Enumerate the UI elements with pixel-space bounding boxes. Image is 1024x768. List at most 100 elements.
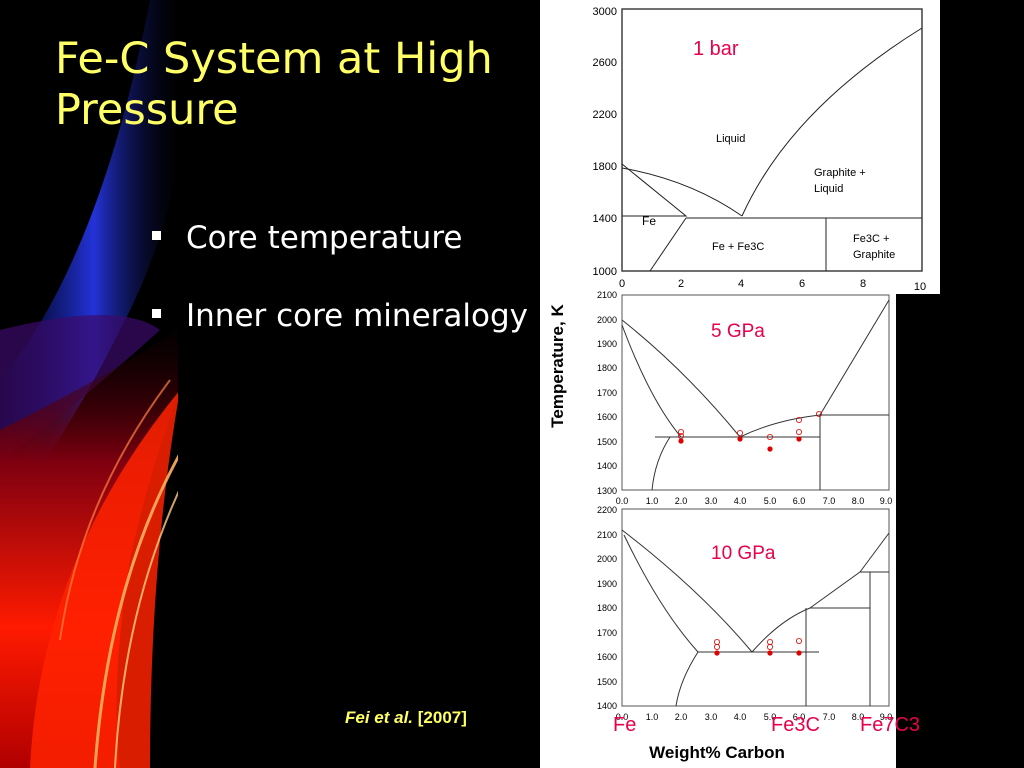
phase-boundary-line <box>621 163 688 217</box>
x-tick-label: 2.0 <box>675 496 688 506</box>
y-tick-label: 1900 <box>597 339 617 349</box>
x-tick-label: 6.0 <box>793 712 806 722</box>
y-tick-label: 2200 <box>593 109 617 121</box>
x-tick-label: 10 <box>914 281 926 293</box>
y-tick-label: 1500 <box>597 677 617 687</box>
x-tick-label: 4.0 <box>734 496 747 506</box>
plot-frame <box>621 294 890 491</box>
data-point-group <box>678 410 823 440</box>
y-tick-label: 1700 <box>597 628 617 638</box>
liquidus-line <box>741 27 923 217</box>
x-tick-label: 2 <box>678 278 684 290</box>
phase-label-fe7c3: Fe7C3 <box>860 714 920 736</box>
x-tick-label: 3.0 <box>705 712 718 722</box>
liquidus-line <box>621 319 741 438</box>
bullet-text: Core temperature <box>186 220 463 256</box>
slide-title: Fe-C System at High Pressure <box>55 34 493 135</box>
y-tick-label: 3000 <box>593 6 617 18</box>
x-tick-label: 5.0 <box>764 496 777 506</box>
liquidus-line <box>819 299 890 416</box>
y-tick-label: 1900 <box>597 579 617 589</box>
x-tick-label: 8.0 <box>852 712 865 722</box>
liquidus-line <box>621 529 753 653</box>
figure-background-left <box>540 0 588 768</box>
citation-year: [2007] <box>417 708 467 727</box>
y-tick-label: 1500 <box>597 437 617 447</box>
y-tick-label: 2000 <box>597 554 617 564</box>
citation-authors: Fei et al. <box>345 708 414 727</box>
data-point-filled <box>714 650 720 656</box>
figure-background-main <box>588 0 940 294</box>
x-tick-label: 7.0 <box>823 712 836 722</box>
x-tick-label: 1.0 <box>646 712 659 722</box>
y-tick-label: 1400 <box>597 701 617 711</box>
solidus-line <box>623 534 699 653</box>
field-label-fe: Fe <box>642 214 656 228</box>
phase-boundary-line <box>621 167 743 217</box>
y-tick-label: 1600 <box>597 412 617 422</box>
y-tick-label: 2200 <box>597 505 617 515</box>
field-label-fe3c-graphite-2: Graphite <box>853 249 895 261</box>
y-tick-label: 1800 <box>593 161 617 173</box>
plot-frame <box>621 8 923 272</box>
y-tick-label: 2100 <box>597 290 617 300</box>
panel-label: 1 bar <box>693 38 739 60</box>
y-tick-label: 2600 <box>593 57 617 69</box>
panel-10gpa: 10 GPa 2200 2100 2000 1900 1800 1700 160… <box>597 505 892 722</box>
y-tick-label: 1800 <box>597 363 617 373</box>
data-point-filled <box>767 650 773 656</box>
panel-5gpa: 5 GPa 2100 2000 1900 1800 1700 1600 1500… <box>597 290 892 506</box>
x-tick-label: 8 <box>860 278 866 290</box>
x-tick-label: 7.0 <box>823 496 836 506</box>
data-point-open <box>678 432 685 439</box>
data-point-open <box>767 433 774 440</box>
phase-label-fe: Fe <box>613 714 636 736</box>
field-label-fe3c-graphite-1: Fe3C + <box>853 233 889 245</box>
x-tick-label: 9.0 <box>880 712 893 722</box>
x-tick-label: 8.0 <box>852 496 865 506</box>
x-tick-label: 4 <box>738 278 744 290</box>
data-point-open <box>737 429 744 436</box>
x-tick-label: 0.0 <box>616 712 629 722</box>
data-point-filled <box>796 650 802 656</box>
data-point-group <box>714 638 803 651</box>
y-tick-label: 1400 <box>593 213 617 225</box>
x-tick-label: 5.0 <box>764 712 777 722</box>
liquidus-line <box>751 607 870 653</box>
phase-boundary-line <box>675 651 699 707</box>
liquidus-line <box>859 532 890 573</box>
y-tick-label: 1700 <box>597 388 617 398</box>
x-tick-label: 4.0 <box>734 712 747 722</box>
field-label-graphite-liquid-1: Graphite + <box>814 167 866 179</box>
panel-label: 5 GPa <box>711 321 765 342</box>
phase-boundary-line <box>651 436 671 491</box>
swoosh-background <box>0 0 220 768</box>
liquidus-line <box>809 571 889 609</box>
x-tick-label: 3.0 <box>705 496 718 506</box>
field-label-liquid: Liquid <box>716 133 745 145</box>
data-point-open <box>796 416 803 423</box>
data-point-filled <box>767 446 773 452</box>
field-label-fe-fe3c: Fe + Fe3C <box>712 241 764 253</box>
y-tick-label: 1300 <box>597 486 617 496</box>
square-bullet-icon <box>152 231 161 240</box>
data-point-open <box>767 639 774 646</box>
x-tick-label: 0.0 <box>616 496 629 506</box>
data-point-open <box>767 644 774 651</box>
data-point-open <box>816 410 823 417</box>
plot-frame <box>621 508 890 707</box>
data-point-open <box>796 428 803 435</box>
panel-1bar: 1 bar 3000 2600 2200 1800 1400 1000 0 2 … <box>593 6 927 293</box>
phase-label-fe3c: Fe3C <box>771 714 820 736</box>
data-point-open <box>796 638 803 645</box>
panel-label: 10 GPa <box>711 543 776 564</box>
data-point-group <box>678 436 802 452</box>
y-axis-label: Temperature, K <box>548 304 567 428</box>
data-point-group <box>714 650 802 656</box>
data-point-open <box>678 428 685 435</box>
y-tick-label: 2000 <box>597 315 617 325</box>
data-point-open <box>714 639 721 646</box>
bullet-inner-core-mineralogy: Inner core mineralogy <box>150 296 530 336</box>
citation: Fei et al. [2007] <box>345 708 467 728</box>
